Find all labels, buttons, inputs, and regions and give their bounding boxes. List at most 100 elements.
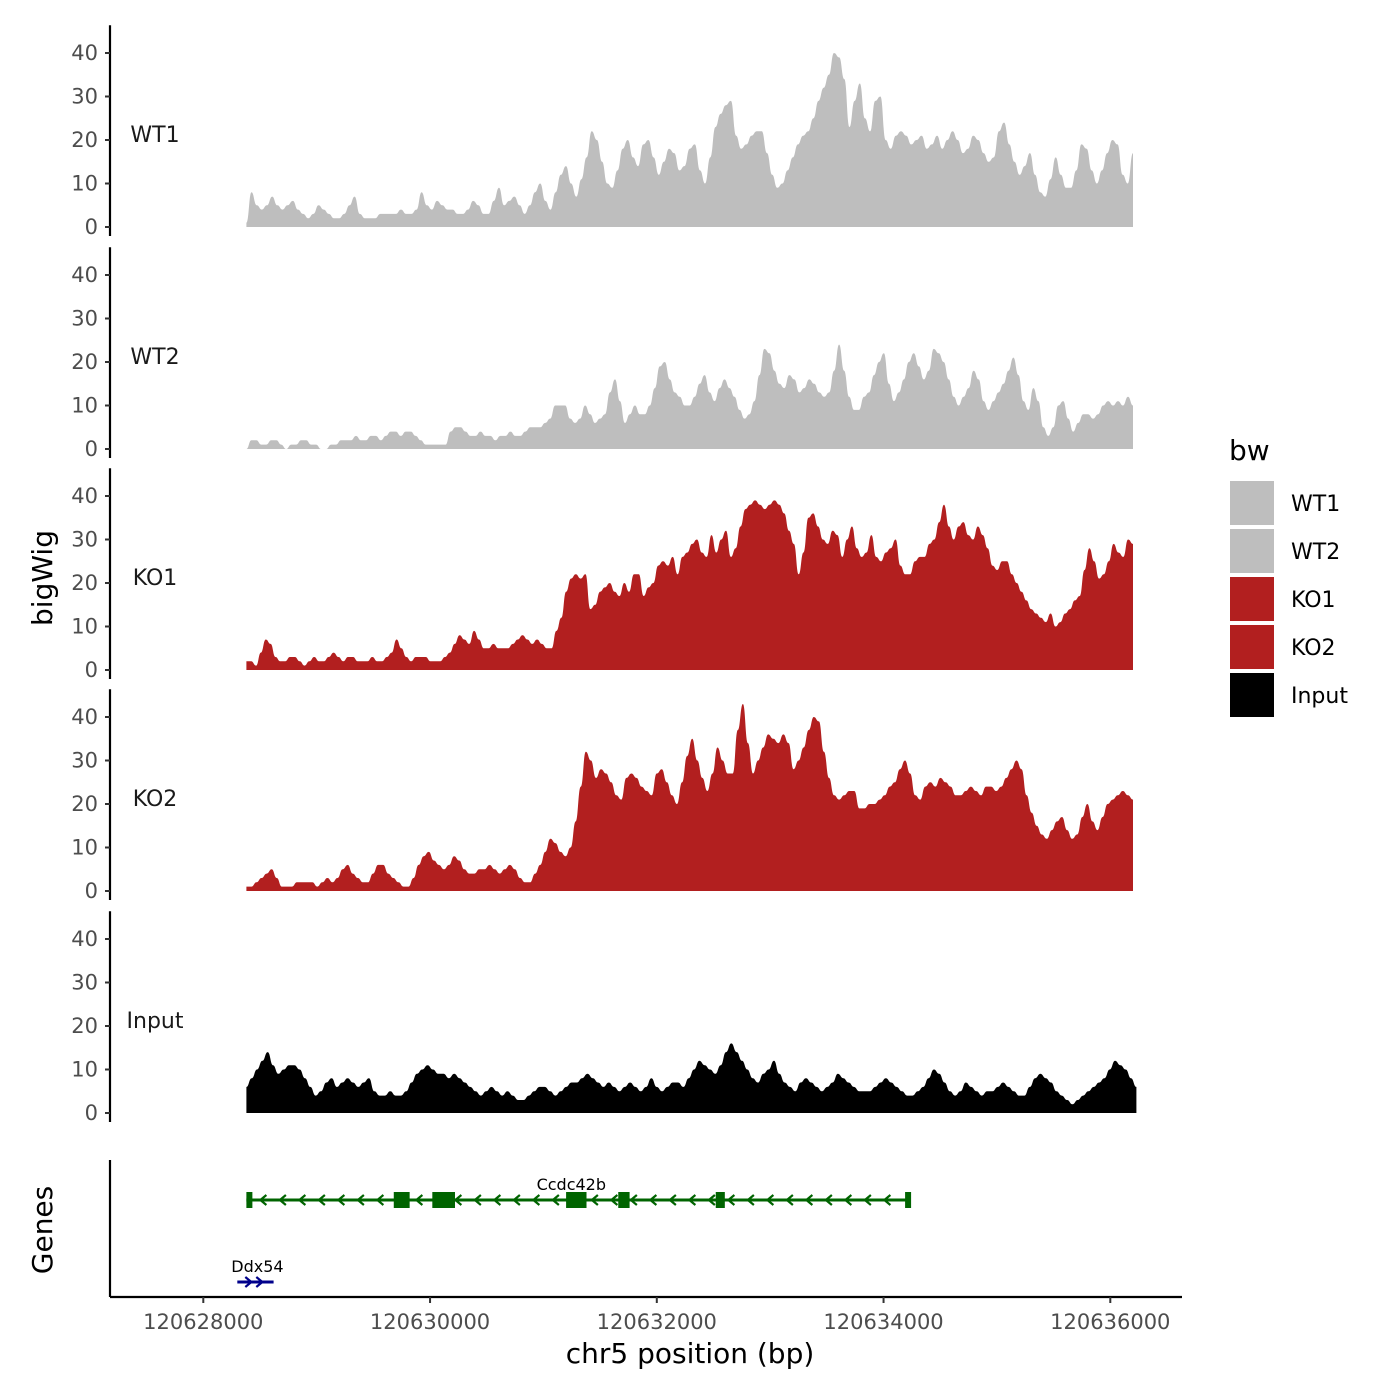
strand-arrow — [318, 1194, 326, 1206]
strand-arrow — [513, 1194, 521, 1206]
coverage-area-ko2 — [246, 704, 1133, 891]
coverage-area-input — [246, 1043, 1137, 1113]
legend-swatch — [1228, 623, 1276, 671]
y-tick-label: 20 — [71, 350, 98, 374]
legend: WT1 WT2 KO1 KO2 Input — [1228, 479, 1348, 719]
coverage-area-ko1 — [246, 500, 1133, 670]
strand-arrow — [591, 1194, 599, 1206]
gene-exon — [715, 1192, 725, 1208]
legend-label: KO2 — [1291, 636, 1336, 661]
y-tick-label: 0 — [85, 879, 98, 903]
genes-panel-title: Genes — [26, 1186, 59, 1274]
strand-arrow — [244, 1276, 253, 1288]
gene-exon — [618, 1192, 630, 1208]
track-label-ko1: KO1 — [133, 566, 178, 591]
y-tick-label: 0 — [85, 437, 98, 461]
strand-arrow — [786, 1194, 794, 1206]
track-ko2: 0 10 20 30 40 KO2 — [71, 689, 1133, 903]
x-tick-label: 120636000 — [1050, 1310, 1170, 1334]
track-input: 0 10 20 30 40 Input — [71, 911, 1137, 1125]
track-label-ko2: KO2 — [133, 787, 178, 812]
gene-label: Ccdc42b — [537, 1175, 606, 1194]
x-tick-label: 120634000 — [823, 1310, 943, 1334]
y-tick-label: 0 — [85, 658, 98, 682]
legend-swatch — [1228, 575, 1276, 623]
strand-arrow — [279, 1194, 287, 1206]
gene-ccdc42b: Ccdc42b — [246, 1175, 912, 1208]
y-tick-label: 40 — [71, 927, 98, 951]
strand-arrow — [766, 1194, 775, 1206]
gene-label: Ddx54 — [231, 1257, 283, 1276]
legend-item-input: Input — [1228, 671, 1348, 719]
strand-arrow — [844, 1194, 853, 1206]
legend-item-ko1: KO1 — [1228, 575, 1336, 623]
y-tick-label: 0 — [85, 1101, 98, 1125]
y-tick-label: 40 — [71, 263, 98, 287]
y-tick-label: 20 — [71, 571, 98, 595]
y-tick-label: 30 — [71, 749, 98, 773]
gene-exon — [246, 1192, 253, 1208]
gene-exon — [905, 1192, 912, 1208]
gene-exon — [432, 1192, 455, 1208]
x-axis: 120628000 120630000 120632000 120634000 1206… — [110, 1295, 1182, 1334]
genes-panel: Ccdc42b Ddx54 — [108, 1160, 912, 1297]
legend-label: Input — [1291, 684, 1348, 709]
y-tick-label: 40 — [71, 705, 98, 729]
legend-swatch — [1228, 671, 1276, 719]
gene-exon — [393, 1192, 410, 1208]
strand-arrow — [688, 1194, 697, 1206]
track-label-wt1: WT1 — [130, 123, 179, 148]
x-tick-label: 120628000 — [143, 1310, 263, 1334]
track-wt1: 0 10 20 30 40 WT1 — [71, 25, 1133, 239]
coverage-area-wt2 — [246, 344, 1133, 449]
legend-swatch — [1228, 479, 1276, 527]
legend-item-wt2: WT2 — [1228, 527, 1340, 575]
strand-arrow — [883, 1194, 892, 1206]
strand-arrow — [825, 1194, 833, 1206]
coverage-area-wt1 — [246, 53, 1133, 227]
strand-arrow — [337, 1194, 346, 1206]
strand-arrow — [255, 1276, 264, 1288]
y-tick-label: 30 — [71, 971, 98, 995]
y-tick-label: 10 — [71, 836, 98, 860]
strand-arrow — [376, 1194, 385, 1206]
y-tick-label: 10 — [71, 615, 98, 639]
x-axis-title: chr5 position (bp) — [566, 1337, 815, 1370]
strand-arrow — [649, 1194, 658, 1206]
strand-arrow — [805, 1194, 814, 1206]
strand-arrow — [552, 1194, 560, 1206]
track-wt2: 0 10 20 30 40 WT2 — [71, 247, 1133, 461]
legend-title: bw — [1229, 434, 1270, 467]
legend-swatch — [1228, 527, 1276, 575]
strand-arrow — [357, 1194, 365, 1206]
y-tick-label: 10 — [71, 172, 98, 196]
strand-arrow — [259, 1194, 268, 1206]
y-tick-label: 20 — [71, 792, 98, 816]
strand-arrow — [630, 1194, 638, 1206]
y-tick-label: 30 — [71, 307, 98, 331]
y-tick-label: 30 — [71, 85, 98, 109]
strand-arrow — [415, 1194, 424, 1206]
legend-label: WT1 — [1291, 492, 1340, 517]
y-axis-title: bigWig — [26, 530, 59, 626]
legend-item-ko2: KO2 — [1228, 623, 1336, 671]
x-tick-label: 120630000 — [370, 1310, 490, 1334]
y-tick-label: 20 — [71, 128, 98, 152]
strand-arrow — [727, 1194, 736, 1206]
y-tick-label: 20 — [71, 1014, 98, 1038]
track-ko1: 0 10 20 30 40 KO1 — [71, 468, 1133, 682]
strand-arrow — [610, 1194, 619, 1206]
track-label-input: Input — [127, 1009, 184, 1034]
strand-arrow — [454, 1194, 463, 1206]
strand-arrow — [708, 1194, 716, 1206]
strand-arrow — [669, 1194, 677, 1206]
y-tick-label: 40 — [71, 41, 98, 65]
legend-item-wt1: WT1 — [1228, 479, 1340, 527]
gene-exon — [566, 1192, 587, 1208]
y-tick-label: 40 — [71, 484, 98, 508]
legend-label: WT2 — [1291, 540, 1340, 565]
y-tick-label: 10 — [71, 1058, 98, 1082]
gene-ddx54: Ddx54 — [231, 1257, 284, 1288]
y-tick-label: 10 — [71, 394, 98, 418]
